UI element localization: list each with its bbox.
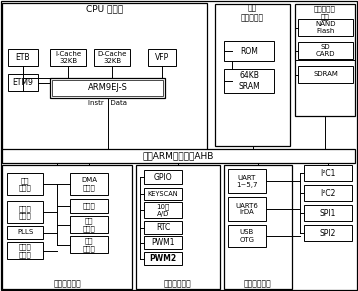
Text: SPI2: SPI2 [320,228,336,237]
Bar [144,221,182,234]
Text: PWM1: PWM1 [151,238,175,247]
Text: UART6
IrDA: UART6 IrDA [236,203,258,216]
Bar [228,197,266,221]
Bar [8,74,38,91]
Text: 高速
定时器: 高速 定时器 [83,217,95,232]
Bar [224,69,274,93]
Text: USB
OTG: USB OTG [240,230,255,242]
Bar [304,185,352,201]
Bar [50,49,86,66]
Bar [7,226,43,239]
Bar [50,78,165,98]
Text: DMA
控制器: DMA 控制器 [81,177,97,191]
Text: KEYSCAN: KEYSCAN [148,191,178,197]
Text: 系统功能模块: 系统功能模块 [53,279,81,288]
Bar [7,242,43,259]
Bar [298,42,353,59]
Text: UART
1~5,7: UART 1~5,7 [236,175,258,187]
Text: ROM: ROM [240,47,258,56]
Bar [228,169,266,193]
Bar [8,49,38,66]
Bar [304,225,352,241]
Text: I-Cache
32KB: I-Cache 32KB [55,51,81,64]
Bar [70,236,108,253]
Bar [52,80,163,96]
Bar [70,216,108,233]
Text: SD
CARD: SD CARD [316,44,335,57]
Text: Instr   Data: Instr Data [88,100,127,106]
Bar [224,41,274,61]
Text: 外部存储器
接口: 外部存储器 接口 [314,6,336,20]
Text: 其他外围模块: 其他外围模块 [164,279,192,288]
Bar [298,66,353,83]
Bar [70,199,108,213]
Bar [144,170,182,184]
Bar [148,49,176,66]
Bar [298,19,353,36]
Text: RTC: RTC [156,223,170,232]
Text: ARM9EJ-S: ARM9EJ-S [88,84,127,93]
Text: 看门狗: 看门狗 [83,203,95,209]
Bar [2,149,355,163]
Text: PLLS: PLLS [17,230,33,235]
Text: PWM2: PWM2 [149,254,176,263]
Text: 10位
A/D: 10位 A/D [156,203,170,217]
Text: SDRAM: SDRAM [313,72,338,77]
Text: ETB: ETB [16,53,30,62]
Bar [304,165,352,181]
Text: 片上
存储器模块: 片上 存储器模块 [241,3,264,23]
Text: 64KB
SRAM: 64KB SRAM [238,71,260,91]
Text: CPU 子系统: CPU 子系统 [86,4,123,13]
Text: D-Cache
32KB: D-Cache 32KB [97,51,127,64]
Text: I²C1: I²C1 [320,168,336,178]
Bar [304,205,352,221]
Bar [215,4,290,146]
Bar [94,49,130,66]
Bar [228,225,266,247]
Bar [295,4,355,116]
Text: NAND
Flash: NAND Flash [315,21,336,34]
Text: 中断
控制器: 中断 控制器 [19,177,32,191]
Text: SPI1: SPI1 [320,208,336,217]
Text: 毫秒
定时器: 毫秒 定时器 [83,237,95,252]
Text: 电源控
制模块: 电源控 制模块 [19,243,32,258]
Bar [7,201,43,223]
Text: GPIO: GPIO [154,173,172,182]
Bar [70,173,108,195]
Bar [144,252,182,265]
Bar [2,165,132,289]
Bar [144,202,182,218]
Bar [2,3,207,153]
Text: I²C2: I²C2 [320,189,336,198]
Text: 系统控
制模块: 系统控 制模块 [19,205,32,219]
Bar [7,173,43,195]
Text: 多层ARM高速总线AHB: 多层ARM高速总线AHB [143,152,214,161]
Text: ETM9: ETM9 [13,78,33,87]
Bar [136,165,220,289]
Bar [144,188,182,200]
Text: VFP: VFP [155,53,169,62]
Text: 外围通信模块: 外围通信模块 [244,279,272,288]
Bar [224,165,292,289]
Bar [144,236,182,249]
